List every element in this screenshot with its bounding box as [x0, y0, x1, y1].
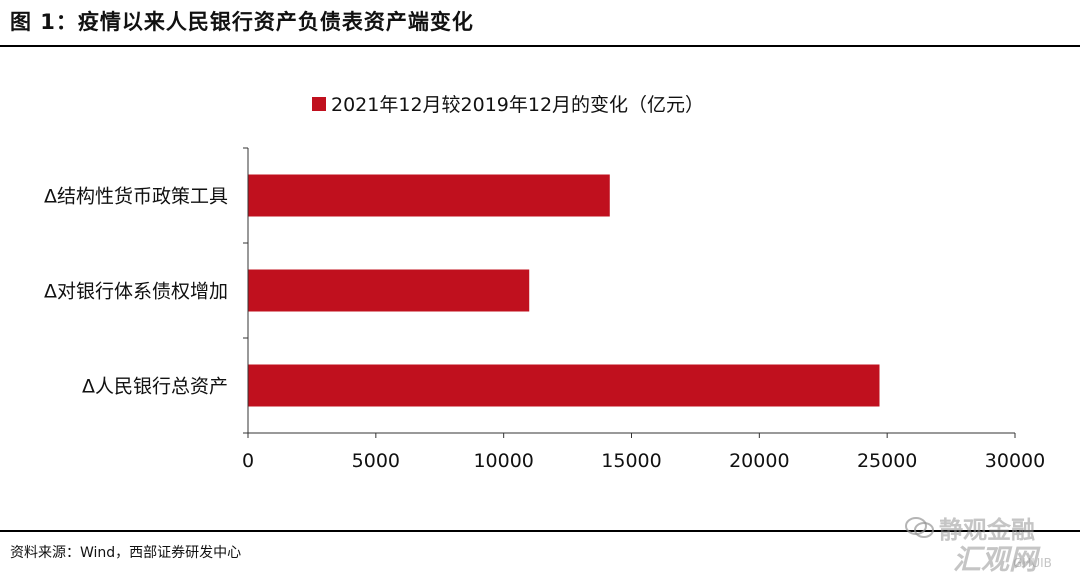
x-tick-label: 15000 — [601, 450, 661, 472]
legend-swatch — [312, 97, 326, 111]
y-tick-label: Δ对银行体系债权增加 — [44, 281, 228, 303]
x-tick-label: 25000 — [857, 450, 917, 472]
x-tick-label: 5000 — [352, 450, 400, 472]
chart-legend: 2021年12月较2019年12月的变化（亿元） — [312, 94, 704, 116]
x-tick-label: 30000 — [985, 450, 1045, 472]
source-note: 资料来源：Wind，西部证券研发中心 — [10, 545, 242, 561]
x-tick-label: 10000 — [473, 450, 533, 472]
x-tick-label: 0 — [242, 450, 254, 472]
y-tick-label: Δ人民银行总资产 — [82, 376, 228, 398]
bar — [248, 364, 880, 407]
y-tick-label: Δ结构性货币政策工具 — [44, 186, 228, 208]
figure-title: 图 1：疫情以来人民银行资产负债表资产端变化 — [10, 10, 474, 34]
bottom-rule — [0, 530, 1080, 532]
bar — [248, 269, 530, 312]
x-tick-label: 20000 — [729, 450, 789, 472]
top-rule — [0, 45, 1080, 47]
bar — [248, 174, 610, 217]
legend-label: 2021年12月较2019年12月的变化（亿元） — [331, 94, 704, 116]
